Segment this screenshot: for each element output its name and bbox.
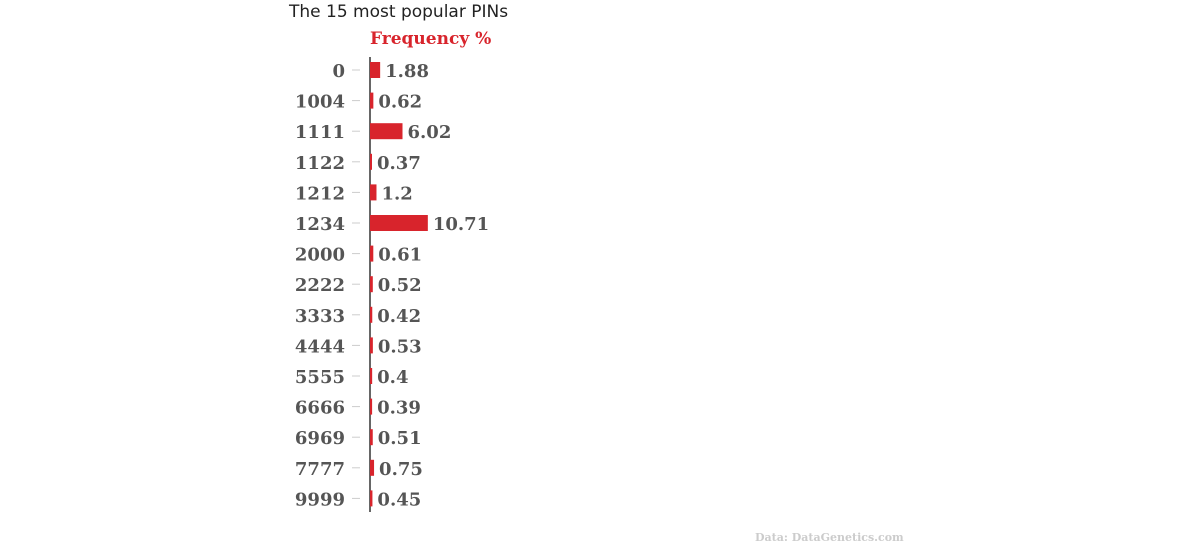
value-label: 0.61 (378, 245, 422, 266)
category-label: 0 (332, 61, 345, 82)
bar (370, 153, 372, 170)
category-label: 2000 (295, 245, 345, 266)
value-label: 0.4 (377, 367, 408, 388)
category-label: 1122 (295, 153, 345, 174)
value-label: 0.53 (378, 336, 422, 357)
bar (370, 123, 403, 140)
axis-label: Frequency % (370, 29, 492, 49)
bar (370, 490, 373, 507)
chart-title: The 15 most popular PINs (289, 2, 509, 22)
value-label: 10.71 (433, 214, 489, 235)
category-label: 6666 (295, 398, 345, 419)
category-label: 2222 (295, 275, 345, 296)
value-label: 0.52 (378, 275, 422, 296)
bar (370, 245, 374, 262)
category-label: 1234 (295, 214, 345, 235)
category-label: 6969 (295, 428, 345, 449)
value-label: 1.88 (385, 61, 429, 82)
bar (370, 92, 374, 109)
value-label: 0.62 (378, 92, 422, 113)
bar (370, 368, 373, 384)
value-label: 0.42 (377, 306, 421, 327)
category-label: 1004 (295, 92, 345, 113)
bar (370, 398, 373, 415)
value-label: 0.51 (378, 428, 422, 449)
bar (370, 276, 373, 293)
category-label: 5555 (295, 367, 345, 388)
bar (370, 306, 373, 323)
value-label: 0.37 (377, 153, 421, 174)
category-label: 1212 (295, 183, 345, 204)
value-label: 1.2 (381, 183, 412, 204)
value-label: 0.39 (377, 398, 421, 419)
category-label: 1111 (295, 122, 345, 143)
bar (370, 184, 377, 201)
source-note: Data: DataGenetics.com (755, 531, 904, 544)
bar (370, 62, 381, 78)
category-label: 9999 (295, 489, 345, 510)
bar (370, 429, 373, 446)
category-label: 3333 (295, 306, 345, 327)
bar (370, 337, 373, 354)
value-label: 0.45 (377, 489, 421, 510)
bar (370, 459, 375, 476)
value-label: 0.75 (379, 459, 423, 480)
bar (370, 215, 428, 231)
value-label: 6.02 (408, 122, 452, 143)
category-label: 4444 (295, 336, 345, 357)
category-label: 7777 (295, 459, 345, 480)
